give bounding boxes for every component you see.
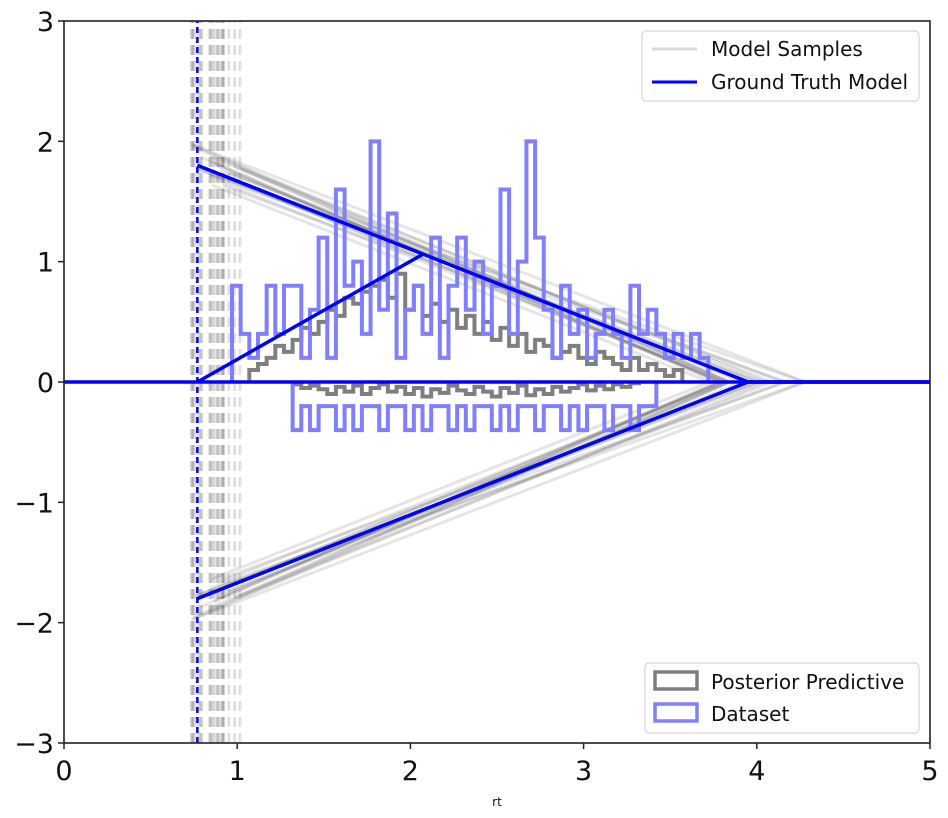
model-sample-upper-boundary [234, 165, 930, 384]
ground-truth-lower-boundary [196, 380, 930, 601]
x-tick-label: 5 [921, 756, 938, 787]
histograms-layer [230, 139, 711, 433]
dataset-lower-hist [290, 382, 659, 433]
legend-top: Model Samples Ground Truth Model [641, 30, 920, 102]
y-tick-label: 1 [37, 248, 54, 279]
posterior-predictive-lower-hist [290, 381, 642, 399]
ground-truth-trajectory [196, 252, 424, 384]
y-tick-label: 2 [37, 127, 54, 158]
posterior-predictive-upper-hist [247, 271, 685, 382]
y-tick-label: 0 [37, 368, 54, 399]
legend-posterior-predictive-swatch [653, 670, 699, 691]
legend-posterior-predictive-label: Posterior Predictive [711, 670, 904, 694]
x-tick-label: 4 [748, 756, 765, 787]
dataset-upper-hist [230, 139, 711, 382]
legend-ground-truth-label: Ground Truth Model [711, 70, 908, 94]
y-tick-label: 3 [37, 7, 54, 38]
ground-truth-layer [64, 21, 930, 743]
x-axis-label: rt [492, 795, 502, 809]
legend-top-box [641, 30, 920, 102]
axes-ticks: 0 1 2 3 4 5 −3 −2 −1 0 1 2 3 [14, 7, 938, 787]
x-tick-label: 1 [229, 756, 246, 787]
model-sample-upper-boundary [217, 164, 930, 384]
x-tick-label: 0 [55, 756, 72, 787]
model-sample-lower-boundary [217, 380, 930, 600]
model-sample-lower-boundary [234, 380, 930, 599]
legend-dataset-swatch [653, 702, 699, 723]
y-tick-label: −2 [14, 609, 54, 640]
legend-dataset-label: Dataset [711, 702, 789, 726]
legend-bottom-box [644, 662, 920, 734]
legend-bottom: Posterior Predictive Dataset [644, 662, 920, 734]
y-tick-label: −1 [14, 488, 54, 519]
y-tick-label: −3 [14, 729, 54, 760]
x-tick-label: 3 [575, 756, 592, 787]
x-tick-label: 2 [402, 756, 419, 787]
legend-model-samples-label: Model Samples [711, 37, 863, 61]
